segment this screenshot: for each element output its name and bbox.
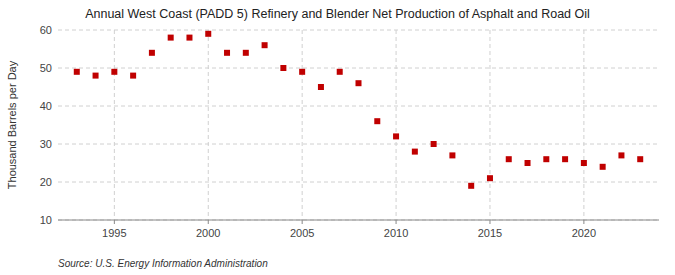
grid-line-x — [489, 30, 490, 220]
grid-line-y — [58, 106, 659, 107]
y-tick-label: 30 — [40, 138, 52, 150]
point — [412, 149, 418, 155]
point — [93, 73, 99, 79]
grid-line-y — [58, 30, 659, 31]
grid-line-x — [583, 30, 584, 220]
point — [224, 50, 230, 56]
point — [562, 156, 568, 162]
y-tick-label: 50 — [40, 62, 52, 74]
point — [111, 69, 117, 75]
grid-line-y — [58, 220, 659, 221]
x-tick — [489, 220, 490, 224]
grid — [58, 30, 659, 220]
x-tick-label: 2005 — [290, 227, 314, 239]
point — [487, 175, 493, 181]
x-tick-label: 2015 — [478, 227, 502, 239]
grid-line-x — [302, 30, 303, 220]
point — [618, 152, 624, 158]
point — [262, 42, 268, 48]
y-tick-label: 20 — [40, 176, 52, 188]
point — [299, 69, 305, 75]
x-tick-label: 1995 — [102, 227, 126, 239]
grid-line-x — [396, 30, 397, 220]
point — [205, 31, 211, 37]
point — [243, 50, 249, 56]
y-axis-label: Thousand Barrels per Day — [6, 60, 18, 189]
point — [149, 50, 155, 56]
grid-line-y — [58, 182, 659, 183]
x-tick — [302, 220, 303, 224]
point — [168, 35, 174, 41]
x-axis-line — [58, 220, 659, 221]
point — [449, 152, 455, 158]
marks — [74, 31, 643, 189]
x-tick — [583, 220, 584, 224]
point — [318, 84, 324, 90]
x-tick — [396, 220, 397, 224]
grid-line-y — [58, 144, 659, 145]
point — [525, 160, 531, 166]
point — [393, 133, 399, 139]
y-tick-label: 60 — [40, 24, 52, 36]
point — [280, 65, 286, 71]
point — [74, 69, 80, 75]
source: Source: U.S. Energy Information Administ… — [58, 258, 268, 269]
y-tick-label: 10 — [40, 214, 52, 226]
point — [337, 69, 343, 75]
point — [543, 156, 549, 162]
x-tick-label: 2010 — [384, 227, 408, 239]
point — [130, 73, 136, 79]
chart: Annual West Coast (PADD 5) Refinery and … — [0, 0, 675, 275]
point — [506, 156, 512, 162]
point — [600, 164, 606, 170]
grid-line-y — [58, 68, 659, 69]
x-tick-label: 2000 — [196, 227, 220, 239]
point — [637, 156, 643, 162]
point — [581, 160, 587, 166]
point — [468, 183, 474, 189]
point — [431, 141, 437, 147]
x-tick — [208, 220, 209, 224]
grid-line-x — [208, 30, 209, 220]
x-tick — [114, 220, 115, 224]
point — [186, 35, 192, 41]
y-tick-label: 40 — [40, 100, 52, 112]
point — [374, 118, 380, 124]
title: Annual West Coast (PADD 5) Refinery and … — [85, 7, 590, 21]
point — [356, 80, 362, 86]
grid-line-x — [114, 30, 115, 220]
x-tick-label: 2020 — [572, 227, 596, 239]
